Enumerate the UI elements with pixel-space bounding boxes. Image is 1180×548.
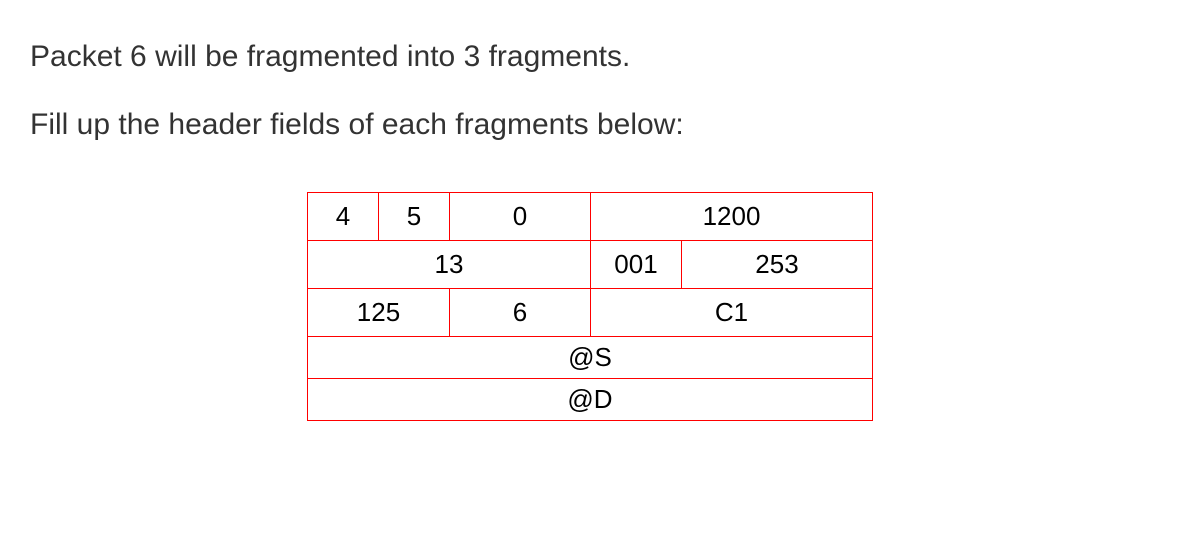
table-row: 4 5 0 1200 bbox=[308, 193, 873, 241]
cell-identification: 13 bbox=[308, 241, 591, 289]
cell-version: 4 bbox=[308, 193, 379, 241]
cell-flags: 001 bbox=[591, 241, 682, 289]
instruction-line-2: Fill up the header fields of each fragme… bbox=[30, 108, 1150, 142]
page: Packet 6 will be fragmented into 3 fragm… bbox=[0, 0, 1180, 421]
table-row: 125 6 C1 bbox=[308, 289, 873, 337]
cell-ihl: 5 bbox=[379, 193, 450, 241]
table-row: @D bbox=[308, 379, 873, 421]
cell-tos: 0 bbox=[450, 193, 591, 241]
table-row: 13 001 253 bbox=[308, 241, 873, 289]
cell-dst-addr: @D bbox=[308, 379, 873, 421]
cell-checksum: C1 bbox=[591, 289, 873, 337]
ip-header-table: 4 5 0 1200 13 001 253 125 6 C1 @S @D bbox=[307, 192, 873, 421]
cell-ttl: 125 bbox=[308, 289, 450, 337]
cell-protocol: 6 bbox=[450, 289, 591, 337]
instruction-line-1: Packet 6 will be fragmented into 3 fragm… bbox=[30, 40, 1150, 74]
cell-src-addr: @S bbox=[308, 337, 873, 379]
table-row: @S bbox=[308, 337, 873, 379]
cell-frag-offset: 253 bbox=[682, 241, 873, 289]
cell-total-length: 1200 bbox=[591, 193, 873, 241]
